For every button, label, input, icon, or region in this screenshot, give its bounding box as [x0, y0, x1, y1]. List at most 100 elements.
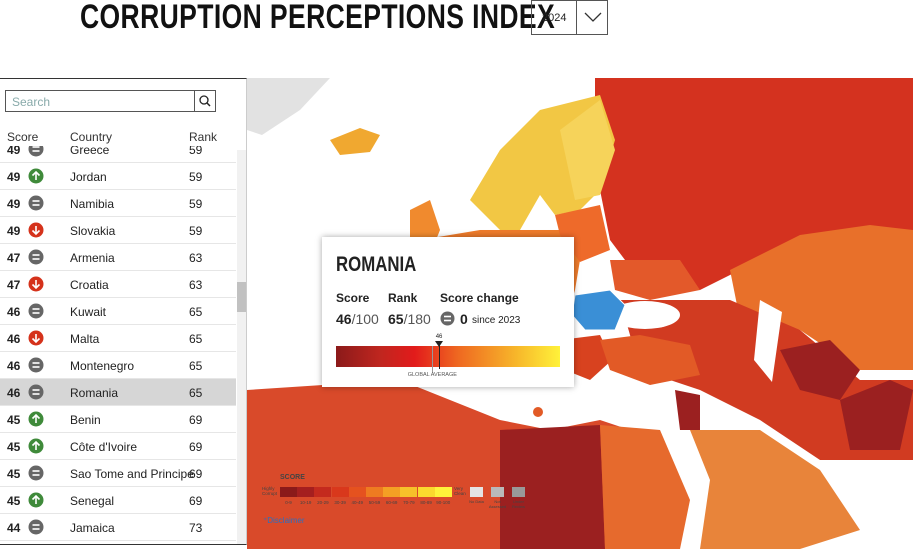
region[interactable]	[780, 340, 860, 400]
change-value: 0	[460, 311, 468, 327]
region[interactable]	[600, 425, 690, 549]
column-header[interactable]: Country	[70, 130, 113, 144]
rank: 59	[189, 146, 203, 157]
legend-swatch	[280, 487, 297, 497]
black-sea	[610, 301, 680, 329]
table-row[interactable]: 45 Senegal 69	[0, 487, 236, 514]
table-row[interactable]: 45 Côte d'Ivoire 69	[0, 433, 236, 460]
separator	[576, 1, 577, 35]
score: 45	[7, 440, 21, 454]
table-row[interactable]: 46 Romania 65	[0, 379, 236, 406]
country: Romania	[70, 386, 119, 400]
region[interactable]	[555, 205, 610, 262]
region[interactable]	[500, 425, 605, 549]
table-row[interactable]: 47 Croatia 63	[0, 271, 236, 298]
table-row[interactable]: 49 Jordan 59	[0, 163, 236, 190]
region[interactable]	[620, 300, 913, 460]
change-icon	[440, 311, 455, 326]
table-row[interactable]: 45 Benin 69	[0, 406, 236, 433]
rank: 65	[189, 359, 203, 373]
region[interactable]	[600, 335, 700, 385]
trend-icon	[28, 384, 44, 400]
search-button[interactable]	[194, 90, 216, 112]
rank: 65	[189, 386, 203, 400]
year-value: 2024	[542, 12, 567, 24]
scroll-thumb[interactable]	[237, 282, 246, 312]
score: 44	[7, 521, 21, 535]
column-header[interactable]: Rank	[189, 130, 218, 144]
table-row[interactable]: 46 Montenegro 65	[0, 352, 236, 379]
rank-label: Rank	[388, 291, 418, 305]
ranking-list: 49 Greece 59 49 Jordan 59 49 Namibia 59 49 Slovaki…	[0, 146, 236, 544]
legend-swatch	[331, 487, 349, 497]
score-scale	[336, 346, 560, 367]
score-value: 46	[336, 311, 352, 327]
country: Sao Tome and Principe	[70, 467, 194, 481]
score: 45	[7, 413, 21, 427]
legend-bin-label: 60-69	[385, 500, 398, 505]
legend-swatch	[383, 487, 401, 497]
score-marker-line	[439, 343, 441, 369]
legend-bin-label: 50-59	[368, 500, 381, 505]
region[interactable]	[610, 260, 700, 300]
rank-max: /180	[403, 311, 431, 327]
table-row[interactable]: 47 Armenia 63	[0, 244, 236, 271]
region[interactable]	[247, 78, 330, 135]
region[interactable]	[330, 128, 380, 155]
legend-other-label: Not Assessed	[488, 499, 507, 509]
legend-swatch	[491, 487, 504, 497]
region[interactable]	[675, 390, 700, 430]
caspian-sea	[754, 300, 782, 382]
table-row[interactable]: 44 Jamaica 73	[0, 514, 236, 541]
column-header[interactable]: Score	[7, 130, 39, 144]
legend-bin-label: 70-79	[403, 500, 415, 505]
table-row[interactable]: 45 Sao Tome and Principe 69	[0, 460, 236, 487]
rank: 69	[189, 494, 203, 508]
trend-icon	[28, 168, 44, 184]
rank: 63	[189, 251, 203, 265]
table-row[interactable]: 49 Namibia 59	[0, 190, 236, 217]
disclaimer-link[interactable]: ⁺Disclaimer	[263, 516, 305, 525]
country: Montenegro	[70, 359, 135, 373]
trend-icon	[28, 330, 44, 346]
score: 47	[7, 251, 21, 265]
region[interactable]	[840, 380, 913, 450]
search-input[interactable]: Search	[5, 90, 195, 112]
legend-other-label: Under Review	[511, 499, 526, 509]
score: 46	[7, 305, 21, 319]
table-row[interactable]: 46 Malta 65	[0, 325, 236, 352]
trend-icon	[28, 357, 44, 373]
country: Slovakia	[70, 224, 116, 238]
legend-swatch	[400, 487, 418, 497]
region[interactable]	[533, 407, 543, 417]
rank: 59	[189, 224, 203, 238]
rank: 59	[189, 170, 203, 184]
table-row[interactable]: 49 Slovakia 59	[0, 217, 236, 244]
search-icon	[199, 95, 211, 107]
region[interactable]	[690, 430, 860, 549]
table-row[interactable]: 49 Greece 59	[0, 146, 236, 163]
trend-icon	[28, 249, 44, 265]
region[interactable]	[560, 100, 615, 200]
country: Armenia	[70, 251, 115, 265]
country: Namibia	[70, 197, 115, 211]
rank: 69	[189, 467, 203, 481]
chevron-icon	[584, 12, 602, 22]
country: Senegal	[70, 494, 115, 508]
rank: 69	[189, 413, 203, 427]
rank-value: 65	[388, 311, 404, 327]
score: 49	[7, 146, 21, 157]
score: 45	[7, 467, 21, 481]
legend-other-label: No Data	[469, 499, 484, 504]
legend-high: Very Clean	[454, 486, 466, 496]
score: 49	[7, 197, 21, 211]
scrollbar[interactable]	[237, 150, 246, 544]
trend-icon	[28, 276, 44, 292]
region[interactable]	[730, 225, 913, 370]
table-row[interactable]: 46 Kuwait 65	[0, 298, 236, 325]
year-select[interactable]: 2024	[531, 0, 608, 35]
rank: 63	[189, 278, 203, 292]
trend-icon	[28, 492, 44, 508]
score-marker	[435, 341, 444, 347]
